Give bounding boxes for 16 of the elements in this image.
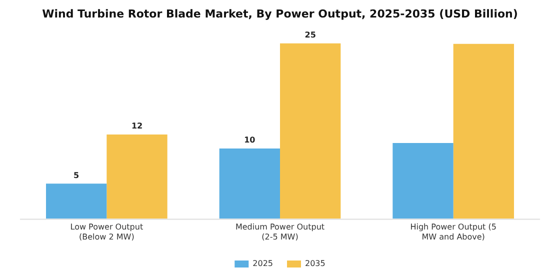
chart-title: Wind Turbine Rotor Blade Market, By Power Output, 2025-2035 (USD Billion) bbox=[42, 7, 518, 20]
bar bbox=[46, 184, 107, 219]
data-label: 12 bbox=[131, 122, 143, 131]
bar bbox=[280, 43, 341, 219]
x-tick-label: Low Power Output (Below 2 MW) bbox=[70, 222, 144, 242]
bar bbox=[392, 142, 454, 219]
legend-label: 2025 bbox=[252, 259, 273, 268]
x-tick-label: High Power Output (5 MW and Above) bbox=[410, 222, 496, 242]
bar bbox=[219, 148, 280, 219]
bar bbox=[453, 44, 514, 219]
data-label: 10 bbox=[244, 136, 256, 145]
bar bbox=[106, 134, 168, 219]
data-label: 25 bbox=[304, 30, 316, 40]
data-label: 5 bbox=[74, 170, 80, 180]
x-tick-label: Medium Power Output (2-5 MW) bbox=[235, 222, 325, 242]
legend-label: 2035 bbox=[305, 259, 326, 268]
